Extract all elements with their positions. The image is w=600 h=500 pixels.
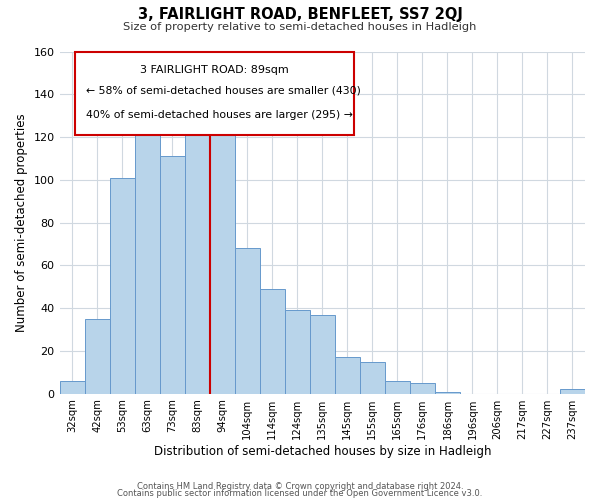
Bar: [310, 314, 335, 394]
Bar: [185, 112, 209, 394]
Bar: [360, 362, 385, 394]
Bar: [235, 248, 260, 394]
Bar: [160, 156, 185, 394]
Y-axis label: Number of semi-detached properties: Number of semi-detached properties: [15, 114, 28, 332]
Bar: [385, 381, 410, 394]
X-axis label: Distribution of semi-detached houses by size in Hadleigh: Distribution of semi-detached houses by …: [154, 444, 491, 458]
Text: ← 58% of semi-detached houses are smaller (430): ← 58% of semi-detached houses are smalle…: [86, 86, 361, 96]
Bar: [59, 381, 85, 394]
Text: 40% of semi-detached houses are larger (295) →: 40% of semi-detached houses are larger (…: [86, 110, 353, 120]
Bar: [435, 392, 460, 394]
Text: Size of property relative to semi-detached houses in Hadleigh: Size of property relative to semi-detach…: [124, 22, 476, 32]
Bar: [85, 319, 110, 394]
Text: 3, FAIRLIGHT ROAD, BENFLEET, SS7 2QJ: 3, FAIRLIGHT ROAD, BENFLEET, SS7 2QJ: [137, 8, 463, 22]
FancyBboxPatch shape: [76, 52, 354, 136]
Bar: [560, 390, 585, 394]
Bar: [110, 178, 134, 394]
Bar: [134, 130, 160, 394]
Text: 3 FAIRLIGHT ROAD: 89sqm: 3 FAIRLIGHT ROAD: 89sqm: [140, 65, 289, 75]
Bar: [285, 310, 310, 394]
Bar: [335, 358, 360, 394]
Bar: [209, 112, 235, 394]
Text: Contains HM Land Registry data © Crown copyright and database right 2024.: Contains HM Land Registry data © Crown c…: [137, 482, 463, 491]
Bar: [260, 289, 285, 394]
Text: Contains public sector information licensed under the Open Government Licence v3: Contains public sector information licen…: [118, 490, 482, 498]
Bar: [410, 383, 435, 394]
